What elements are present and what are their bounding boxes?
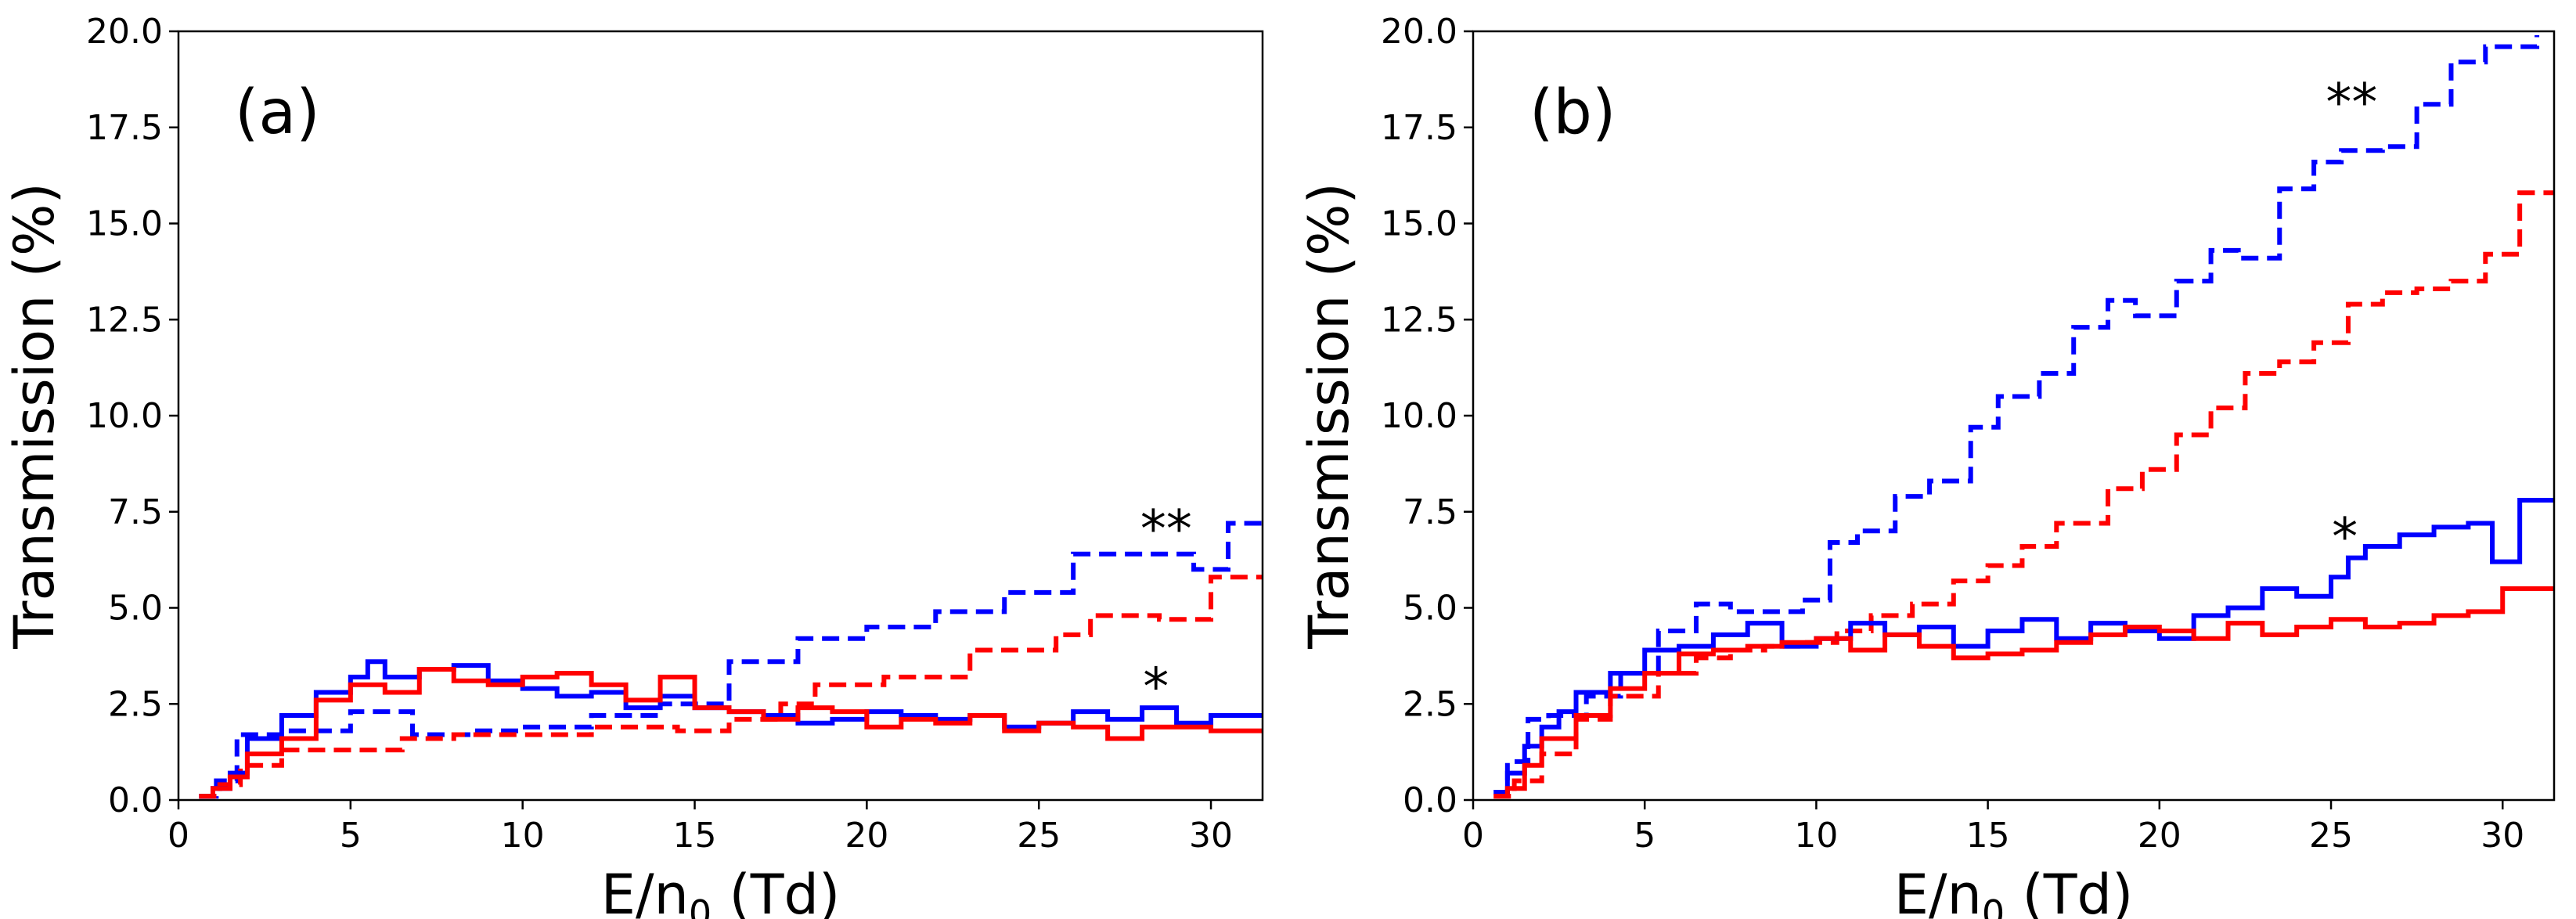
chart-b-xlabel: E/n0 (Td) bbox=[1894, 863, 2134, 919]
chart-a-xtick-label: 15 bbox=[673, 816, 717, 856]
chart-a-ytick-label: 7.5 bbox=[108, 492, 163, 532]
chart-b-annotation: * bbox=[2332, 506, 2358, 567]
chart-a-xlabel-sub: 0 bbox=[689, 892, 712, 919]
chart-a-xtick-label: 0 bbox=[168, 816, 189, 856]
chart-a-xtick-label: 20 bbox=[845, 816, 888, 856]
chart-a-ytick-label: 15.0 bbox=[86, 204, 163, 244]
chart-b-ytick-label: 17.5 bbox=[1381, 108, 1457, 148]
chart-a-ytick-label: 10.0 bbox=[86, 396, 163, 436]
chart-a-series-red-solid bbox=[199, 667, 1263, 799]
chart-b-series-red-solid bbox=[1493, 586, 2554, 799]
chart-b-xtick-label: 30 bbox=[2481, 816, 2524, 856]
chart-a-annotation: ** bbox=[1140, 499, 1192, 559]
chart-b-xtick-label: 10 bbox=[1794, 816, 1838, 856]
chart-b-xtick-label: 0 bbox=[1462, 816, 1484, 856]
chart-a-ytick-label: 5.0 bbox=[108, 589, 163, 629]
chart-a-xlabel: E/n0 (Td) bbox=[601, 863, 841, 919]
chart-b-xtick-label: 15 bbox=[1966, 816, 2010, 856]
chart-b-xtick-label: 25 bbox=[2309, 816, 2353, 856]
chart-b-ylabel: Transmission (%) bbox=[1297, 182, 1361, 650]
chart-b-xlabel-unit: (Td) bbox=[2005, 863, 2133, 919]
chart-a-xtick-label: 10 bbox=[501, 816, 545, 856]
chart-b-series-group bbox=[1493, 34, 2554, 799]
chart-a-ytick-label: 17.5 bbox=[86, 108, 163, 148]
chart-a-xlabel-main: E/n bbox=[601, 863, 689, 919]
chart-a-ytick-label: 0.0 bbox=[108, 780, 163, 820]
chart-b-ytick-label: 5.0 bbox=[1403, 589, 1457, 629]
chart-b-ytick-label: 15.0 bbox=[1381, 204, 1457, 244]
chart-b-ytick-label: 20.0 bbox=[1381, 12, 1457, 52]
chart-b-ytick-label: 7.5 bbox=[1403, 492, 1457, 532]
chart-b-series-red-dashed bbox=[1493, 190, 2554, 799]
chart-b-ytick-label: 12.5 bbox=[1381, 300, 1457, 340]
chart-b-ytick-label: 0.0 bbox=[1403, 780, 1457, 820]
chart-b-xtick-label: 5 bbox=[1634, 816, 1655, 856]
chart-a-xtick-label: 25 bbox=[1017, 816, 1061, 856]
chart-a-xlabel-unit: (Td) bbox=[712, 863, 840, 919]
chart-a-ytick-label: 20.0 bbox=[86, 12, 163, 52]
chart-b-annotation: ** bbox=[2326, 72, 2377, 132]
chart-a-xtick-label: 5 bbox=[340, 816, 362, 856]
chart-a-ylabel: Transmission (%) bbox=[2, 182, 67, 650]
chart-b-xlabel-sub: 0 bbox=[1982, 892, 2005, 919]
chart-b-panel-tag: (b) bbox=[1529, 77, 1616, 148]
chart-b-ytick-label: 2.5 bbox=[1403, 684, 1457, 724]
chart-b-xtick-label: 20 bbox=[2138, 816, 2181, 856]
chart-a-series-red-dashed bbox=[199, 575, 1263, 799]
chart-a-panel: 0 5 10 15 20 25 30 0.0 2.5 5.0 7.5 10.0 12.5 15.0 17.5… bbox=[2, 12, 1264, 919]
chart-a-ytick-label: 12.5 bbox=[86, 300, 163, 340]
chart-a-series-group bbox=[199, 521, 1263, 799]
chart-a-panel-tag: (a) bbox=[235, 77, 320, 148]
chart-b-series-blue-solid bbox=[1493, 498, 2554, 795]
chart-a-annotation: * bbox=[1143, 657, 1169, 717]
chart-b-panel: 0 5 10 15 20 25 30 0.0 2.5 5.0 7.5 10.0 12.5 15.0 17.5… bbox=[1297, 12, 2556, 919]
chart-a-xtick-label: 30 bbox=[1189, 816, 1233, 856]
chart-b-xlabel-main: E/n bbox=[1894, 863, 1982, 919]
chart-b-ytick-label: 10.0 bbox=[1381, 396, 1457, 436]
chart-a-ytick-label: 2.5 bbox=[108, 684, 163, 724]
